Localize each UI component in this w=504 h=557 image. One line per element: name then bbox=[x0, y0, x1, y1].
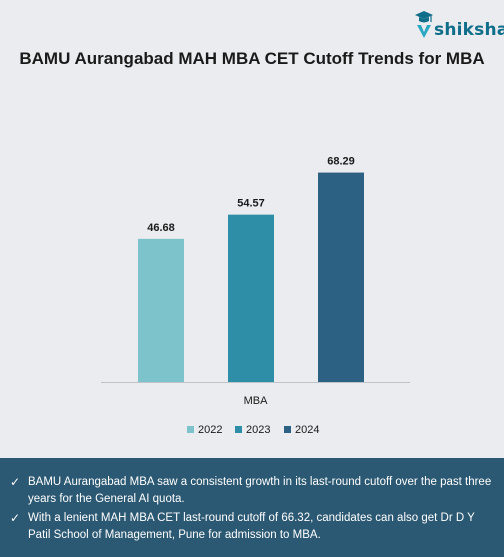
insight-item: ✓ BAMU Aurangabad MBA saw a consistent g… bbox=[10, 474, 494, 508]
insights-panel: ✓ BAMU Aurangabad MBA saw a consistent g… bbox=[0, 458, 504, 557]
check-icon: ✓ bbox=[10, 475, 21, 489]
insight-text: BAMU Aurangabad MBA saw a consistent gro… bbox=[28, 476, 492, 505]
insight-text: With a lenient MAH MBA CET last-round cu… bbox=[28, 512, 475, 541]
data-label-2023: 54.57 bbox=[237, 198, 265, 210]
check-icon: ✓ bbox=[10, 511, 21, 525]
legend-swatch-2023 bbox=[235, 426, 242, 433]
legend-label-2024: 2024 bbox=[295, 424, 319, 436]
insight-item: ✓ With a lenient MAH MBA CET last-round … bbox=[10, 510, 494, 544]
brand-name: shiksha bbox=[434, 20, 504, 40]
chart-title: BAMU Aurangabad MAH MBA CET Cutoff Trend… bbox=[19, 49, 485, 68]
bar-chart: 46.68 54.57 68.29 MBA 2022 2023 2024 bbox=[101, 156, 410, 436]
legend-label-2023: 2023 bbox=[246, 424, 270, 436]
bar-2022 bbox=[138, 238, 184, 382]
data-label-2024: 68.29 bbox=[327, 156, 355, 168]
legend-swatch-2022 bbox=[187, 426, 194, 433]
data-label-2022: 46.68 bbox=[147, 222, 175, 234]
legend-swatch-2024 bbox=[284, 426, 291, 433]
legend-label-2022: 2022 bbox=[198, 424, 222, 436]
bar-2024 bbox=[318, 172, 364, 382]
shiksha-logo: shiksha bbox=[412, 8, 504, 42]
bar-2023 bbox=[228, 214, 274, 382]
x-tick-label: MBA bbox=[244, 395, 269, 407]
graduation-cap-icon bbox=[415, 11, 433, 38]
